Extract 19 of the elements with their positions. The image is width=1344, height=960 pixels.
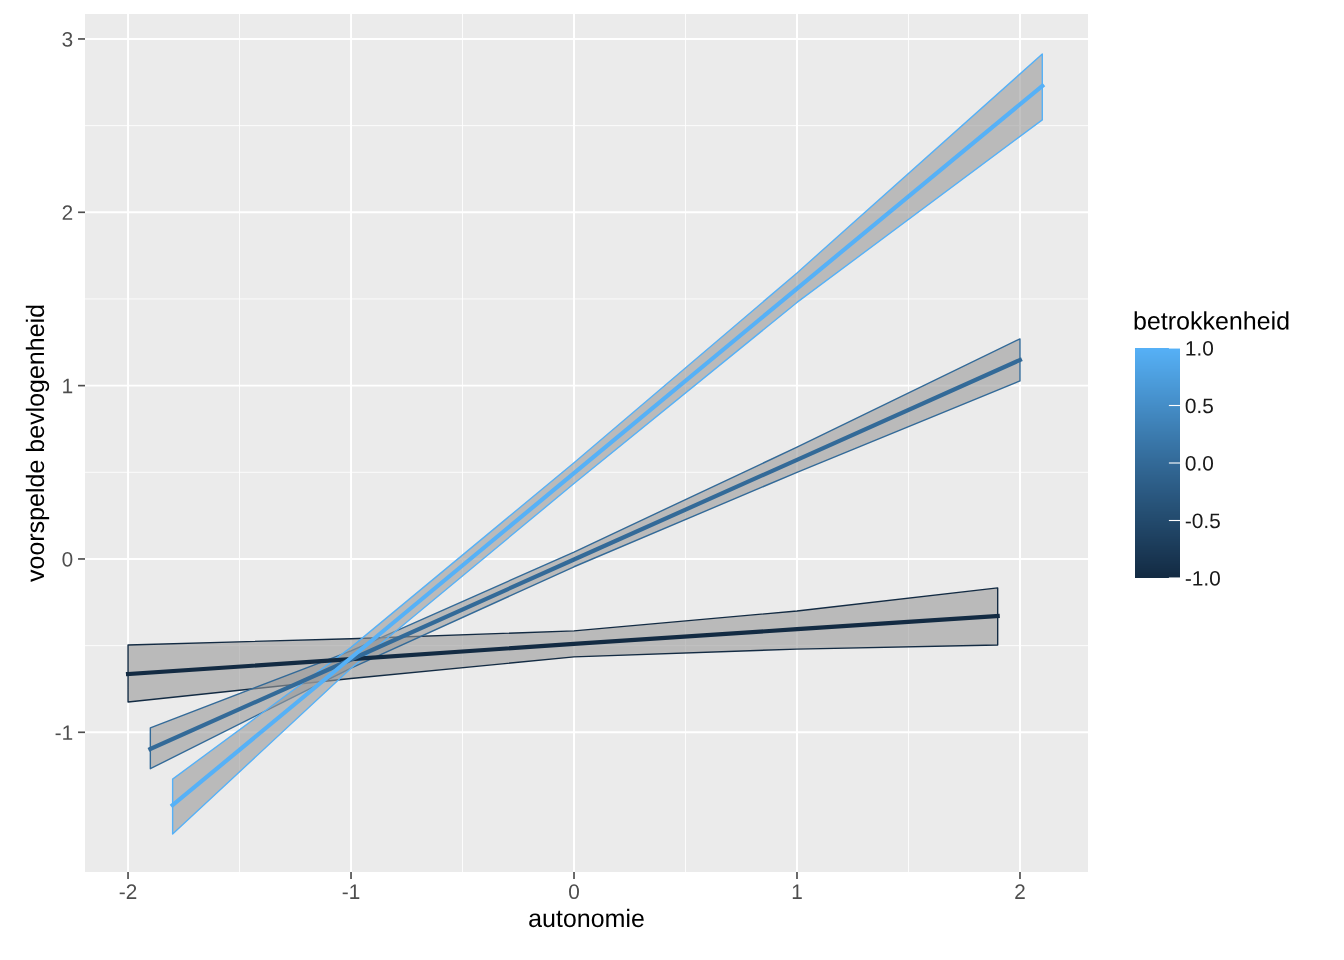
line-series (125, 613, 1000, 677)
y-tick-label: 1 (63, 378, 73, 394)
y-tick-label: 2 (62, 205, 73, 220)
color-bar-title: betrokkenheid (1134, 311, 1289, 330)
y-tick-label: 0 (62, 551, 73, 567)
color-bar-label: -0.5 (1185, 513, 1220, 529)
color-bar-label: -1.0 (1185, 571, 1220, 586)
color-bar-label: 0.0 (1185, 456, 1214, 471)
x-tick-label: 2 (1015, 884, 1025, 899)
x-tick-label: 1 (792, 884, 802, 899)
x-axis-title: autonomie (529, 908, 644, 928)
x-tick-label: -1 (342, 884, 360, 899)
y-tick-label: 3 (62, 31, 73, 47)
y-tick-label: -1 (55, 725, 73, 740)
color-bar-label: 0.5 (1185, 398, 1213, 414)
y-axis-title: voorspelde bevlogenheid (25, 305, 50, 582)
x-tick-label: -2 (119, 884, 137, 899)
x-tick-label: 0 (569, 884, 579, 900)
color-bar-label: 1.0 (1186, 341, 1214, 356)
